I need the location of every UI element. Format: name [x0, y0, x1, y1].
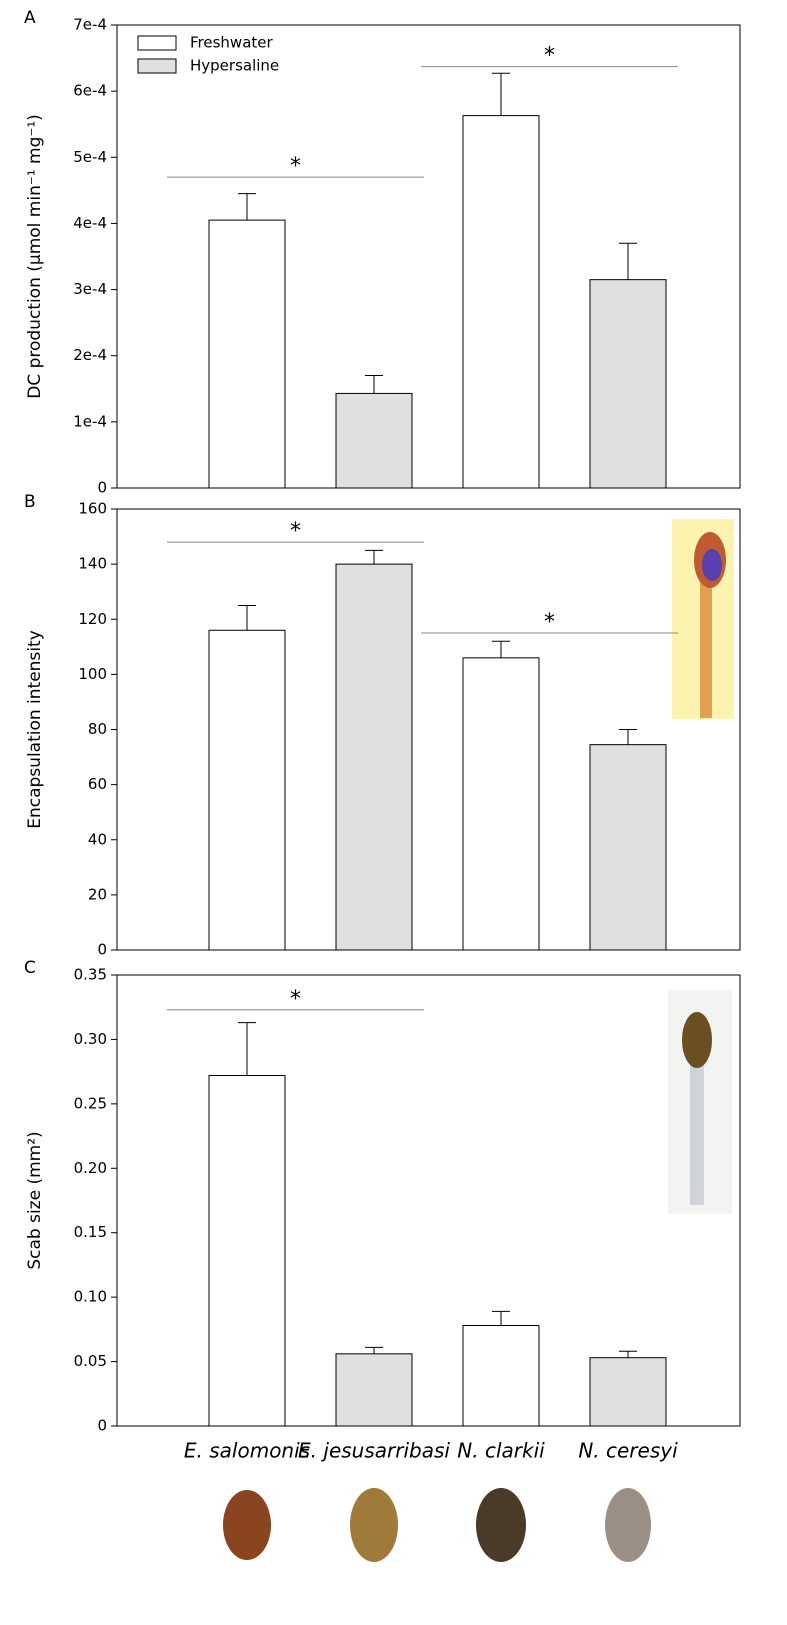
- plot-frame: [116, 24, 741, 489]
- y-tick-label: 0: [97, 1417, 107, 1435]
- y-tick-label: 80: [88, 720, 107, 738]
- y-tick-label: 4e-4: [73, 214, 107, 232]
- y-tick-label: 2e-4: [73, 346, 107, 364]
- bar: [335, 392, 413, 489]
- plot-frame: [116, 974, 741, 1427]
- bar: [208, 219, 286, 489]
- bar: [462, 115, 540, 489]
- panel-label: B: [24, 492, 36, 512]
- bar: [589, 1357, 667, 1427]
- panel-label: C: [24, 958, 36, 978]
- significance-mark: *: [290, 987, 301, 1012]
- y-axis-title: Encapsulation intensity: [25, 630, 45, 829]
- y-tick-label: 0.05: [74, 1352, 107, 1370]
- bar: [589, 279, 667, 489]
- significance-mark: *: [290, 154, 301, 179]
- significance-mark: *: [544, 44, 555, 69]
- legend-label: Hypersaline: [190, 57, 279, 75]
- legend-label: Freshwater: [190, 34, 273, 52]
- inset-photo: [672, 519, 734, 719]
- y-axis-title: DC production (µmol min⁻¹ mg⁻¹): [25, 114, 45, 399]
- y-tick-label: 100: [78, 665, 107, 683]
- y-tick-label: 60: [88, 775, 107, 793]
- bar: [208, 1075, 286, 1427]
- y-tick-label: 3e-4: [73, 280, 107, 298]
- y-tick-label: 6e-4: [73, 82, 107, 100]
- inset-photo: [668, 990, 732, 1214]
- y-tick-label: 160: [78, 500, 107, 518]
- bar: [335, 1353, 413, 1427]
- y-tick-label: 0.30: [74, 1030, 107, 1048]
- legend-swatch: [137, 35, 177, 51]
- panel-label: A: [24, 8, 36, 28]
- y-tick-label: 140: [78, 555, 107, 573]
- y-tick-label: 0.35: [74, 966, 107, 984]
- y-tick-label: 0: [97, 941, 107, 959]
- y-tick-label: 7e-4: [73, 16, 107, 34]
- significance-mark: *: [544, 610, 555, 635]
- x-tick-label: N. ceresyi: [578, 1439, 678, 1463]
- x-tick-label: E. salomonis: [184, 1439, 310, 1463]
- y-axis-title: Scab size (mm²): [25, 1131, 45, 1269]
- y-tick-label: 20: [88, 885, 107, 903]
- legend-swatch: [137, 58, 177, 74]
- bar: [462, 657, 540, 951]
- y-tick-label: 0: [97, 479, 107, 497]
- y-tick-label: 1e-4: [73, 412, 107, 430]
- x-tick-label: E. jesusarribasi: [298, 1439, 450, 1463]
- y-tick-label: 5e-4: [73, 148, 107, 166]
- y-tick-label: 120: [78, 610, 107, 628]
- bar: [208, 629, 286, 951]
- bar: [462, 1324, 540, 1427]
- y-tick-label: 0.15: [74, 1223, 107, 1241]
- y-tick-label: 0.20: [74, 1159, 107, 1177]
- significance-mark: *: [290, 519, 301, 544]
- bar: [335, 563, 413, 951]
- beetle-photos: [223, 1488, 651, 1562]
- y-tick-label: 0.25: [74, 1094, 107, 1112]
- y-tick-label: 0.10: [74, 1288, 107, 1306]
- y-tick-label: 40: [88, 830, 107, 848]
- bar: [589, 744, 667, 951]
- x-tick-label: N. clarkii: [457, 1439, 545, 1463]
